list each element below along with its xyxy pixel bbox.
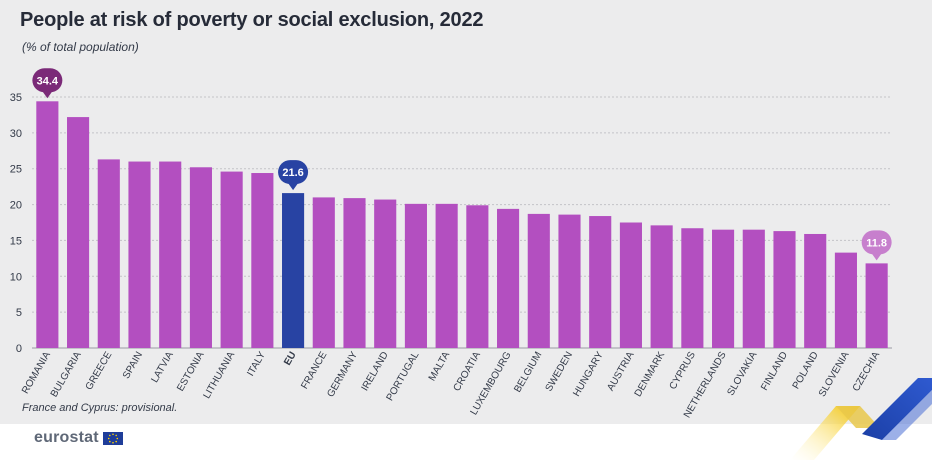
bar-belgium	[527, 213, 550, 348]
bar-greece	[97, 159, 120, 348]
x-tick-label-portugal: PORTUGAL	[385, 350, 422, 403]
x-tick-label-belgium: BELGIUM	[512, 350, 544, 394]
bar-eu	[282, 193, 305, 348]
x-tick-label-greece: GREECE	[84, 350, 115, 392]
data-labels: 34.4 21.6 11.8	[32, 68, 892, 261]
page-title: People at risk of poverty or social excl…	[20, 9, 484, 31]
bar-malta	[435, 203, 458, 348]
y-tick-label-5: 5	[16, 307, 22, 319]
x-tick-label-france: FRANCE	[299, 350, 329, 391]
x-tick-label-austria: AUSTRIA	[605, 350, 636, 393]
y-tick-label-25: 25	[10, 164, 22, 176]
bar-italy	[251, 173, 274, 348]
x-tick-label-hungary: HUNGARY	[571, 350, 606, 399]
x-tick-label-sweden: SWEDEN	[544, 350, 575, 394]
decorative-corner-graphic	[790, 378, 932, 460]
bar-lithuania	[220, 171, 243, 348]
x-tick-label-malta: MALTA	[427, 350, 453, 383]
bar-czechia	[865, 263, 888, 348]
x-tick-label-finland: FINLAND	[759, 350, 790, 393]
data-label-text-czechia: 11.8	[866, 237, 887, 249]
bar-cyprus	[681, 228, 704, 348]
x-tick-label-lithuania: LITHUANIA	[202, 350, 238, 401]
logo-text: eurostat	[34, 429, 99, 446]
bar-slovakia	[742, 229, 765, 348]
bar-netherlands	[712, 229, 735, 348]
bar-denmark	[650, 225, 673, 348]
bar-hungary	[589, 216, 612, 348]
data-label-czechia: 11.8	[861, 230, 892, 261]
bar-slovenia	[834, 252, 857, 348]
x-tick-label-italy: ITALY	[245, 350, 268, 379]
bars	[36, 101, 888, 348]
bar-germany	[343, 198, 366, 348]
bar-austria	[619, 222, 642, 348]
bar-bulgaria	[67, 117, 90, 348]
x-tick-label-estonia: ESTONIA	[175, 350, 207, 394]
bar-luxembourg	[497, 208, 520, 348]
x-tick-label-spain: SPAIN	[121, 350, 145, 381]
footnote: France and Cyprus: provisional.	[22, 402, 178, 414]
eurostat-logo: eurostat	[34, 429, 123, 447]
y-axis-ticks: 0 5 10 15 20 25 30 35	[10, 92, 22, 355]
x-tick-label-germany: GERMANY	[325, 350, 360, 400]
y-tick-label-10: 10	[10, 271, 22, 283]
bar-ireland	[374, 199, 397, 348]
x-tick-label-latvia: LATVIA	[149, 350, 176, 385]
bar-croatia	[466, 205, 489, 348]
bar-estonia	[189, 167, 212, 348]
data-label-eu: 21.6	[278, 160, 309, 191]
bar-poland	[804, 233, 827, 348]
chart-subtitle: (% of total population)	[22, 40, 139, 54]
y-tick-label-35: 35	[10, 92, 22, 104]
y-tick-label-0: 0	[16, 343, 22, 355]
x-tick-label-romania: ROMANIA	[20, 350, 53, 396]
bar-portugal	[404, 203, 427, 348]
x-tick-label-cyprus: CYPRUS	[668, 350, 699, 392]
bar-finland	[773, 231, 796, 348]
y-tick-label-30: 30	[10, 128, 22, 140]
chart-panel	[0, 0, 932, 424]
data-label-text-eu: 21.6	[282, 167, 303, 179]
bar-france	[312, 197, 335, 348]
eu-flag-icon	[102, 431, 123, 445]
data-label-text-romania: 34.4	[37, 75, 59, 87]
x-tick-label-bulgaria: BULGARIA	[49, 350, 84, 400]
y-tick-label-20: 20	[10, 200, 22, 212]
bar-latvia	[159, 161, 182, 348]
data-label-romania: 34.4	[32, 68, 63, 99]
x-tick-label-eu: EU	[282, 350, 298, 368]
bar-sweden	[558, 214, 581, 348]
bar-spain	[128, 161, 151, 348]
x-tick-label-croatia: CROATIA	[452, 350, 484, 394]
x-tick-label-denmark: DENMARK	[633, 350, 668, 399]
x-tick-label-slovakia: SLOVAKIA	[725, 350, 759, 398]
y-tick-label-15: 15	[10, 235, 22, 247]
x-tick-label-ireland: IRELAND	[360, 350, 391, 393]
bar-romania	[36, 101, 59, 348]
